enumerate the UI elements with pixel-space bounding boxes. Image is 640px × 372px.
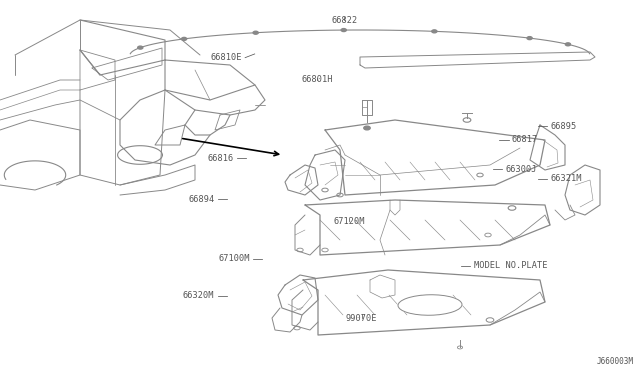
Ellipse shape (398, 295, 462, 315)
Text: 66801H: 66801H (301, 76, 333, 84)
Polygon shape (118, 146, 163, 164)
Text: 99070E: 99070E (346, 314, 378, 323)
Text: 66321M: 66321M (550, 174, 582, 183)
Circle shape (527, 36, 532, 39)
Text: MODEL NO.PLATE: MODEL NO.PLATE (474, 262, 547, 270)
Text: 66817: 66817 (512, 135, 538, 144)
Polygon shape (305, 200, 550, 255)
Text: 66816: 66816 (207, 154, 234, 163)
Circle shape (341, 29, 346, 32)
Circle shape (182, 38, 187, 41)
Polygon shape (360, 52, 595, 68)
Polygon shape (530, 125, 565, 170)
Text: 66300J: 66300J (506, 165, 537, 174)
Polygon shape (4, 161, 66, 185)
Text: 66895: 66895 (550, 122, 577, 131)
Circle shape (364, 126, 370, 130)
Polygon shape (303, 270, 545, 335)
Text: 66822: 66822 (331, 16, 358, 25)
Circle shape (565, 43, 570, 46)
Text: J660003M: J660003M (596, 357, 634, 366)
Polygon shape (278, 275, 318, 315)
Polygon shape (325, 120, 545, 195)
Circle shape (432, 30, 437, 33)
Text: 67120M: 67120M (333, 217, 365, 226)
Circle shape (253, 31, 258, 34)
Polygon shape (565, 165, 600, 215)
Text: 67100M: 67100M (218, 254, 250, 263)
Polygon shape (305, 150, 345, 200)
Polygon shape (285, 165, 318, 195)
Circle shape (138, 46, 143, 49)
Text: 66894: 66894 (188, 195, 214, 203)
Text: 66810E: 66810E (211, 53, 242, 62)
Text: 66320M: 66320M (183, 291, 214, 300)
